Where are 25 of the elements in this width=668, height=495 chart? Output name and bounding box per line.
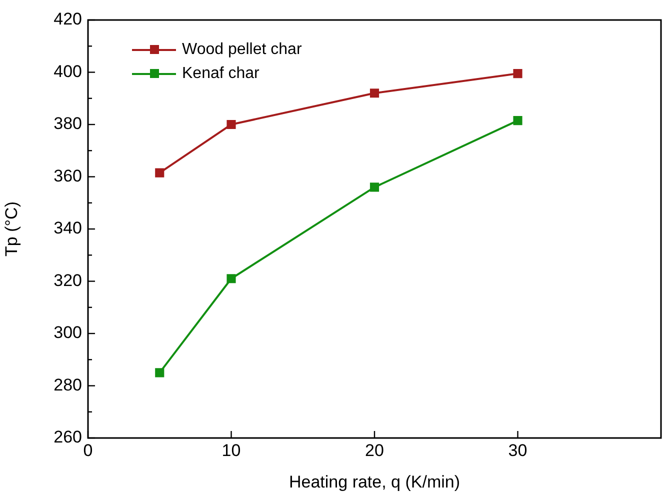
point: [513, 69, 522, 78]
point: [226, 274, 236, 284]
point: [226, 120, 236, 130]
y-tick-label: 320: [54, 270, 82, 290]
point: [370, 182, 380, 192]
point: [513, 116, 522, 126]
x-tick-label: 30: [508, 440, 528, 460]
y-tick-label: 300: [54, 323, 82, 342]
y-tick-label: 260: [54, 428, 82, 447]
legend-label: Wood pellet char: [182, 41, 302, 59]
x-tick-label: 10: [222, 440, 241, 460]
y-tick-label: 280: [54, 375, 82, 394]
legend-label: Kenaf char: [182, 65, 260, 83]
x-tick-label: 0: [83, 440, 93, 460]
y-tick-label: 360: [54, 166, 82, 186]
point: [155, 368, 164, 378]
y-tick-label: 420: [54, 10, 82, 29]
y-tick-label: 400: [54, 62, 82, 81]
y-axis-title: Tp (°C): [2, 202, 21, 256]
point: [370, 88, 380, 98]
y-tick-label: 380: [54, 114, 82, 134]
y-tick-label: 340: [54, 218, 82, 238]
x-tick-label: 20: [365, 440, 384, 460]
point: [155, 168, 164, 178]
x-axis-title: Heating rate, q (K/min): [288, 472, 460, 492]
